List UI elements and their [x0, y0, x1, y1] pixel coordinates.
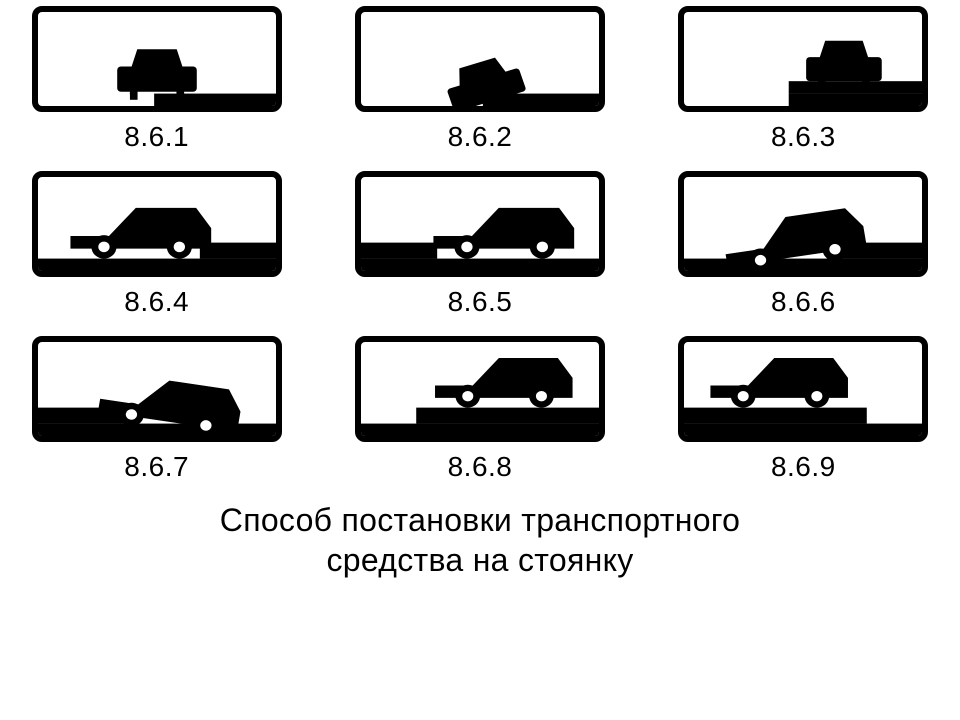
sign-cell-8-6-1: 8.6.1	[32, 6, 282, 167]
sign-cell-8-6-2: 8.6.2	[355, 6, 605, 167]
parking-sign-8-6-8	[355, 336, 605, 442]
parking-sign-8-6-3	[678, 6, 928, 112]
parking-sign-8-6-9	[678, 336, 928, 442]
page: 8.6.1 8.6.2 8.6.3 8.6.4 8.6.5 8.6.6 8.6.7 8.6.8…	[0, 0, 960, 720]
parking-sign-8-6-6	[678, 171, 928, 277]
parking-sign-8-6-4	[32, 171, 282, 277]
sign-grid: 8.6.1 8.6.2 8.6.3 8.6.4 8.6.5 8.6.6 8.6.7 8.6.8…	[20, 6, 940, 496]
sign-label-8-6-5: 8.6.5	[448, 287, 513, 318]
sign-label-8-6-1: 8.6.1	[124, 122, 189, 153]
caption: Способ постановки транспортного средства…	[20, 500, 940, 580]
sign-cell-8-6-7: 8.6.7	[32, 336, 282, 497]
sign-cell-8-6-4: 8.6.4	[32, 171, 282, 332]
parking-sign-8-6-1	[32, 6, 282, 112]
sign-label-8-6-8: 8.6.8	[448, 452, 513, 483]
sign-cell-8-6-9: 8.6.9	[678, 336, 928, 497]
sign-label-8-6-2: 8.6.2	[448, 122, 513, 153]
sign-cell-8-6-5: 8.6.5	[355, 171, 605, 332]
sign-label-8-6-7: 8.6.7	[124, 452, 189, 483]
caption-line-1: Способ постановки транспортного	[20, 500, 940, 540]
sign-label-8-6-4: 8.6.4	[124, 287, 189, 318]
sign-label-8-6-6: 8.6.6	[771, 287, 836, 318]
parking-sign-8-6-5	[355, 171, 605, 277]
sign-cell-8-6-8: 8.6.8	[355, 336, 605, 497]
caption-line-2: средства на стоянку	[20, 540, 940, 580]
sign-cell-8-6-3: 8.6.3	[678, 6, 928, 167]
sign-label-8-6-3: 8.6.3	[771, 122, 836, 153]
parking-sign-8-6-2	[355, 6, 605, 112]
sign-cell-8-6-6: 8.6.6	[678, 171, 928, 332]
parking-sign-8-6-7	[32, 336, 282, 442]
sign-label-8-6-9: 8.6.9	[771, 452, 836, 483]
